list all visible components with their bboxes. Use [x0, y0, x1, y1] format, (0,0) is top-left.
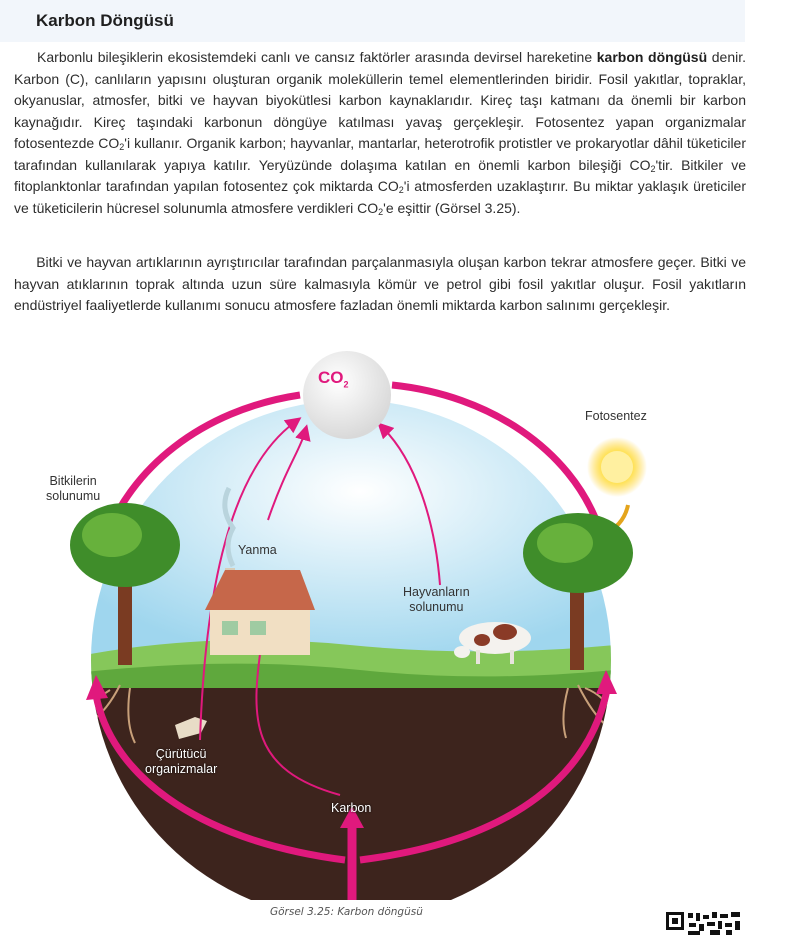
co2-subscript: 2	[343, 379, 349, 390]
heading-band	[0, 0, 745, 42]
cow-spot-2	[474, 634, 490, 646]
cow-leg-1	[476, 650, 480, 664]
house-roof	[205, 570, 315, 610]
animal-respiration-line-2: solunumu	[409, 600, 464, 614]
carbon-cycle-diagram	[70, 351, 647, 920]
co2-label: CO2	[318, 368, 349, 392]
arrowhead-bottom-right	[596, 670, 617, 694]
cow-head	[454, 646, 470, 658]
burning-label: Yanma	[238, 543, 277, 557]
decomposer-line-1: Çürütücü	[155, 747, 207, 761]
plant-respiration-line-1: Bitkilerin	[49, 474, 97, 488]
plant-respiration-label: Bitkilerin solunumu	[46, 474, 100, 504]
p1-text-3: 'i kullanır. Organik karbon; hayvanlar, …	[14, 135, 747, 173]
plant-respiration-line-2: solunumu	[46, 489, 101, 503]
figure-caption: Görsel 3.25: Karbon döngüsü	[270, 906, 423, 918]
right-tree-highlight	[537, 523, 593, 563]
p1-text-5: 'i atmosferden uzaklaştırır. Bu miktar y…	[14, 178, 747, 216]
co2-main: CO	[318, 368, 344, 387]
carbon-label: Karbon	[331, 801, 372, 815]
p1-text-6: 'e eşittir (Görsel 3.25).	[383, 199, 521, 216]
p1-text-2: denir. Karbon (C), canlıların yapısını o…	[14, 49, 746, 151]
soil	[91, 688, 611, 920]
animal-respiration-line-1: Hayvanların	[403, 585, 470, 599]
cycle-arc-top-right	[391, 381, 602, 527]
decomposer-label: Çürütücü organizmalar	[145, 747, 217, 777]
decomposer-line-2: organizmalar	[145, 762, 218, 776]
house-window-2	[250, 621, 266, 635]
cow-body	[459, 622, 531, 654]
p2-text: Bitki ve hayvan artıklarının ayrıştırıcı…	[14, 254, 746, 313]
photosynthesis-label: Fotosentez	[585, 409, 647, 423]
decomposer-shape	[175, 717, 207, 739]
p1-subscript-4: 2	[378, 206, 384, 217]
carbon-cycle-figure: CO2 Fotosentez Bitkilerin solunumu Yanma …	[0, 340, 800, 920]
decomposer-to-co2-arrow	[199, 417, 302, 741]
cow-spot-1	[493, 624, 517, 640]
carbon-to-house-arrow	[252, 632, 341, 796]
left-tree-highlight	[82, 513, 142, 557]
p1-subscript-3: 2	[398, 185, 404, 195]
left-roots	[91, 684, 136, 744]
qr-code-icon	[666, 912, 740, 935]
arrowhead-bottom-left	[86, 675, 108, 700]
cycle-arc-bottom-right	[359, 689, 611, 864]
paragraph-2: Bitki ve hayvan artıklarının ayrıştırıcı…	[14, 252, 746, 317]
co2-bubble	[303, 351, 391, 439]
chimney-smoke	[222, 486, 236, 568]
burning-to-co2-arrow	[267, 424, 311, 521]
p1-text-4: 'tir. Bitkiler ve fitoplanktonlar tarafı…	[14, 156, 746, 195]
section-title: Karbon Döngüsü	[36, 11, 174, 30]
paragraph-1: Karbonlu bileşiklerin ekosistemdeki canl…	[14, 47, 746, 219]
p1-subscript-1: 2	[119, 142, 125, 152]
cycle-arc-bottom-left	[92, 694, 346, 864]
karbon-up-arrowhead	[340, 806, 364, 828]
animal-to-co2-arrow	[377, 422, 441, 586]
house-window-1	[222, 621, 238, 635]
p1-bold-term: karbon döngüsü	[596, 49, 708, 65]
p1-text-1: Karbonlu bileşiklerin ekosistemdeki canl…	[37, 49, 597, 65]
animal-respiration-label: Hayvanların solunumu	[403, 585, 470, 615]
sun-icon	[601, 451, 633, 483]
cow-leg-2	[510, 650, 514, 664]
right-tree-trunk	[570, 575, 584, 670]
left-tree-trunk	[118, 570, 132, 665]
p1-subscript-2: 2	[650, 163, 656, 174]
